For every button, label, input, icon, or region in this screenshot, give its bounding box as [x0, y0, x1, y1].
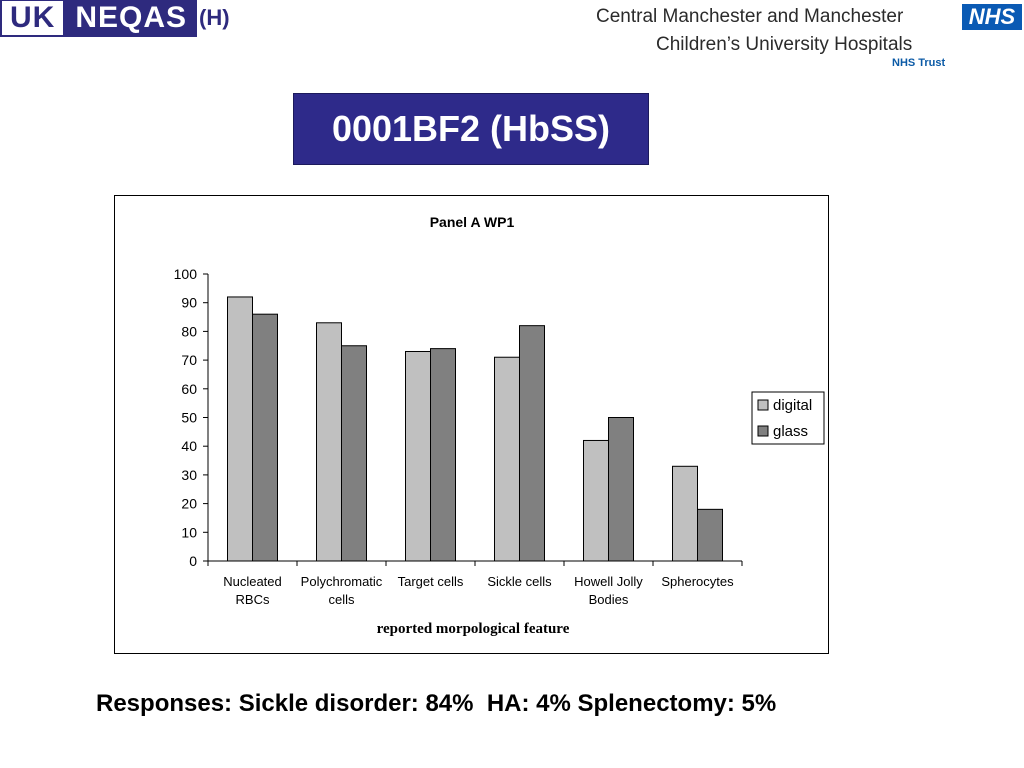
- bar-digital: [316, 322, 342, 562]
- hospital-trust-label: NHS Trust: [892, 57, 946, 69]
- x-tick-label: Bodies: [589, 592, 629, 607]
- x-tick-label: Sickle cells: [487, 574, 552, 589]
- x-tick-label: Howell Jolly: [574, 574, 643, 589]
- uk-neqas-logo: UK NEQAS (H): [0, 0, 230, 37]
- y-tick-label: 10: [181, 524, 197, 540]
- hospital-header: Central Manchester and Manchester Childr…: [596, 4, 1024, 72]
- chart-frame: Panel A WP1 0 10 20 30 40 50 60 70 80 90 100 Nucleat…: [114, 195, 829, 654]
- y-tick-label: 0: [189, 553, 197, 569]
- x-tick-label: Polychromatic: [301, 574, 383, 589]
- hospital-name-line1: Central Manchester and Manchester: [596, 6, 904, 27]
- y-tick-label: 50: [181, 410, 197, 426]
- x-tick-label: cells: [328, 592, 355, 607]
- uk-neqas-logo-box: UK NEQAS: [0, 0, 198, 37]
- bar-glass: [252, 313, 278, 562]
- nhs-logo: NHS: [962, 4, 1022, 30]
- bar-digital: [672, 465, 698, 562]
- bar-glass: [519, 325, 545, 562]
- logo-uk-text: UK: [2, 1, 64, 35]
- y-tick-label: 20: [181, 496, 197, 512]
- bar-digital: [494, 356, 520, 562]
- bar-digital: [227, 296, 253, 562]
- logo-neqas-text: NEQAS: [75, 1, 188, 34]
- x-tick-label: Nucleated: [223, 574, 282, 589]
- legend-label-digital: digital: [773, 397, 812, 414]
- hospital-name-line2: Children’s University Hospitals: [656, 34, 913, 55]
- y-tick-label: 100: [174, 266, 198, 282]
- y-tick-label: 40: [181, 438, 197, 454]
- legend-swatch-digital: [757, 399, 769, 411]
- responses-summary: Responses: Sickle disorder: 84% HA: 4% S…: [96, 690, 777, 717]
- bar-digital: [405, 350, 431, 562]
- legend-swatch-glass: [757, 425, 769, 437]
- bar-glass: [341, 345, 367, 562]
- bar-glass: [430, 348, 456, 562]
- chart-title: Panel A WP1: [430, 214, 515, 230]
- bar-digital: [583, 439, 609, 562]
- x-axis-label: reported morpological feature: [377, 621, 570, 637]
- bar-chart: Panel A WP1 0 10 20 30 40 50 60 70 80 90 100 Nucleat…: [174, 214, 825, 637]
- x-tick-label: Target cells: [398, 574, 464, 589]
- bar-glass: [697, 508, 723, 562]
- x-tick-label: RBCs: [236, 592, 270, 607]
- legend-label-glass: glass: [773, 423, 808, 440]
- y-tick-label: 80: [181, 323, 197, 339]
- slide-title: 0001BF2 (HbSS): [293, 93, 649, 165]
- bar-glass: [608, 417, 634, 562]
- x-tick-label: Spherocytes: [661, 574, 734, 589]
- y-tick-label: 60: [181, 381, 197, 397]
- logo-suffix-text: (H): [199, 5, 230, 30]
- y-tick-label: 30: [181, 467, 197, 483]
- y-tick-label: 90: [181, 295, 197, 311]
- y-tick-label: 70: [181, 352, 197, 368]
